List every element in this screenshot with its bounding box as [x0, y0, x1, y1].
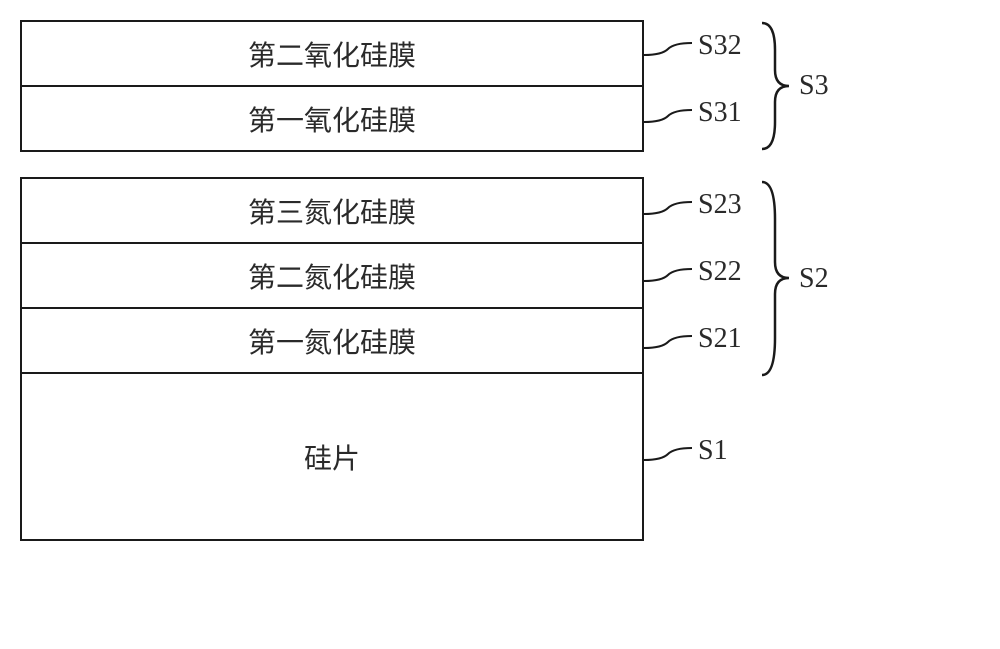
- connector-s23: [644, 201, 694, 227]
- layer-s31: 第一氧化硅膜: [22, 87, 642, 152]
- connector-s21: [644, 335, 694, 361]
- layer-stack: 第二氧化硅膜 第一氧化硅膜 第三氮化硅膜 第二氮化硅膜 第一氮化硅膜 硅片: [20, 20, 644, 541]
- label-s1: S1: [698, 435, 728, 467]
- label-s22: S22: [698, 256, 742, 288]
- layer-s23: 第三氮化硅膜: [22, 179, 642, 244]
- group-label-s2: S2: [799, 263, 829, 295]
- label-s21: S21: [698, 323, 742, 355]
- layer-s1: 硅片: [22, 374, 642, 539]
- layer-s22: 第二氮化硅膜: [22, 244, 642, 309]
- layer-s22-text: 第二氮化硅膜: [248, 256, 416, 296]
- layer-s32: 第二氧化硅膜: [22, 22, 642, 87]
- layer-s31-text: 第一氧化硅膜: [248, 99, 416, 139]
- connector-s22: [644, 268, 694, 294]
- connector-s31: [644, 109, 694, 135]
- brace-s3: S3: [759, 20, 829, 152]
- layer-s21: 第一氮化硅膜: [22, 309, 642, 374]
- label-s31: S31: [698, 97, 742, 129]
- brace-s2-icon: [759, 179, 794, 378]
- connector-s1: [644, 447, 694, 473]
- connector-s32: [644, 42, 694, 68]
- group-label-s3: S3: [799, 70, 829, 102]
- layer-s23-text: 第三氮化硅膜: [248, 191, 416, 231]
- brace-s2: S2: [759, 179, 829, 378]
- label-s23: S23: [698, 189, 742, 221]
- diagram-container: 第二氧化硅膜 第一氧化硅膜 第三氮化硅膜 第二氮化硅膜 第一氮化硅膜 硅片 S3…: [20, 20, 980, 541]
- labels-column: S32 S31 S23 S22 S21 S1 S3: [644, 20, 980, 541]
- layer-s32-text: 第二氧化硅膜: [248, 34, 416, 74]
- layer-gap: [20, 152, 644, 179]
- label-s32: S32: [698, 30, 742, 62]
- layer-s1-text: 硅片: [304, 437, 360, 477]
- brace-s3-icon: [759, 20, 794, 152]
- layer-s21-text: 第一氮化硅膜: [248, 321, 416, 361]
